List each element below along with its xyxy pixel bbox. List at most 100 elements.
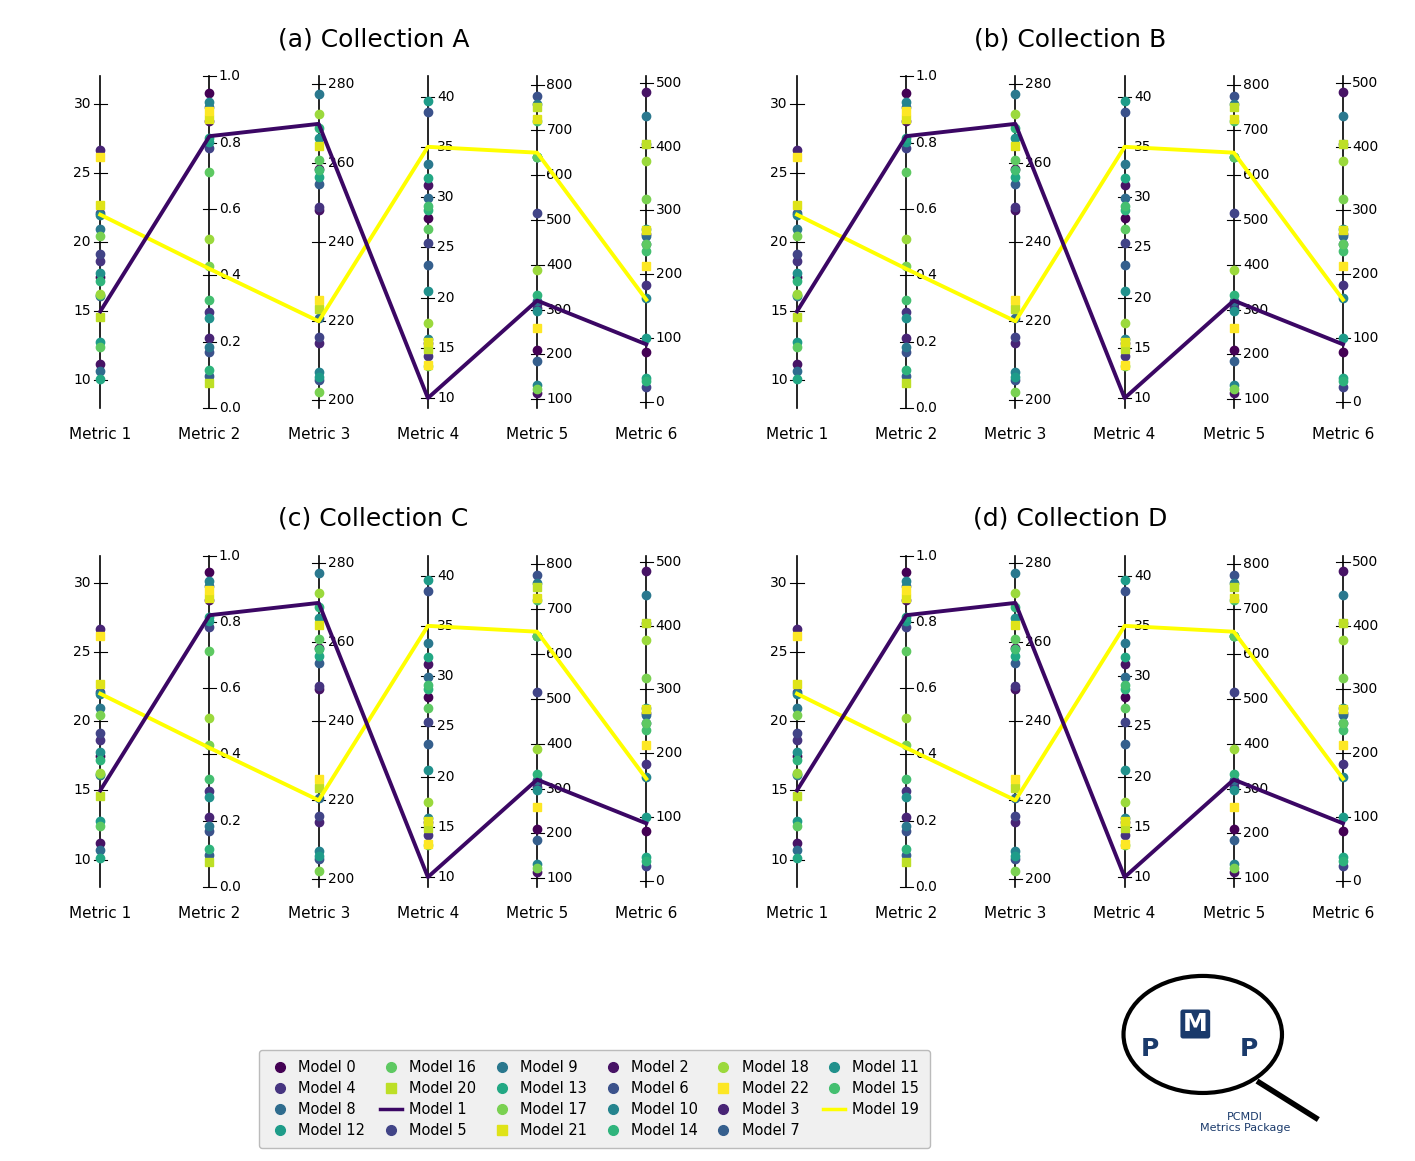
Text: 35: 35 — [1133, 619, 1152, 633]
Text: 100: 100 — [655, 810, 682, 824]
Text: 220: 220 — [1024, 793, 1051, 807]
Text: M: M — [1183, 1012, 1207, 1036]
Text: 1.0: 1.0 — [916, 70, 938, 84]
Text: 30: 30 — [770, 576, 788, 590]
Text: 0.2: 0.2 — [219, 334, 241, 348]
Text: 0: 0 — [1353, 395, 1361, 409]
Title: (a) Collection A: (a) Collection A — [277, 28, 468, 52]
Title: (d) Collection D: (d) Collection D — [974, 507, 1167, 531]
Text: 35: 35 — [437, 619, 454, 633]
Text: 200: 200 — [328, 872, 354, 886]
Text: Metric 6: Metric 6 — [1312, 906, 1374, 921]
Text: 200: 200 — [1024, 394, 1051, 408]
Text: P: P — [1240, 1037, 1258, 1061]
Text: 800: 800 — [1244, 557, 1269, 571]
Text: 10: 10 — [770, 374, 788, 388]
Text: 240: 240 — [1024, 236, 1051, 250]
Text: Metric 5: Metric 5 — [1203, 906, 1265, 921]
Text: 200: 200 — [546, 827, 573, 841]
Text: 40: 40 — [437, 569, 454, 583]
Text: 200: 200 — [1353, 267, 1378, 281]
Text: 30: 30 — [1133, 669, 1152, 683]
Text: 800: 800 — [546, 557, 573, 571]
Text: 0: 0 — [1353, 874, 1361, 888]
Text: Metric 2: Metric 2 — [178, 906, 241, 921]
Text: 20: 20 — [437, 770, 454, 784]
Text: 100: 100 — [1353, 331, 1378, 345]
Text: 700: 700 — [546, 123, 573, 137]
Text: 0.2: 0.2 — [916, 814, 937, 828]
Text: 500: 500 — [655, 75, 682, 89]
Text: 220: 220 — [1024, 315, 1051, 329]
Text: PCMDI
Metrics Package: PCMDI Metrics Package — [1200, 1112, 1290, 1133]
Text: 300: 300 — [1244, 781, 1269, 795]
Text: 1.0: 1.0 — [916, 548, 938, 563]
Text: 15: 15 — [770, 304, 788, 318]
Text: Metric 5: Metric 5 — [507, 906, 569, 921]
Text: 200: 200 — [328, 394, 354, 408]
Text: 400: 400 — [546, 258, 573, 272]
Text: 240: 240 — [328, 236, 354, 250]
Text: 500: 500 — [1244, 212, 1269, 226]
Text: 400: 400 — [1353, 619, 1378, 633]
Text: 30: 30 — [437, 190, 454, 204]
Text: 15: 15 — [437, 341, 454, 355]
Text: 1.0: 1.0 — [219, 70, 241, 84]
Text: 10: 10 — [74, 852, 91, 866]
Text: 0.8: 0.8 — [219, 615, 241, 629]
Text: 30: 30 — [770, 98, 788, 111]
Text: 20: 20 — [74, 714, 91, 728]
Text: P: P — [1140, 1037, 1159, 1061]
Text: 0.6: 0.6 — [916, 682, 938, 695]
Text: Metric 3: Metric 3 — [985, 906, 1047, 921]
Text: 0.0: 0.0 — [916, 880, 937, 894]
Text: 100: 100 — [1244, 871, 1269, 885]
Text: 10: 10 — [1133, 870, 1152, 885]
Text: 20: 20 — [770, 714, 788, 728]
Text: Metric 6: Metric 6 — [1312, 426, 1374, 441]
Text: 240: 240 — [328, 714, 354, 728]
Text: 25: 25 — [74, 646, 91, 659]
Text: 0.4: 0.4 — [916, 268, 937, 282]
Text: 100: 100 — [1244, 392, 1269, 406]
Text: 100: 100 — [655, 331, 682, 345]
Text: 400: 400 — [1353, 139, 1378, 153]
Text: 800: 800 — [546, 79, 573, 93]
Text: 260: 260 — [328, 157, 354, 171]
Text: 25: 25 — [437, 240, 454, 254]
Text: 600: 600 — [1244, 168, 1269, 182]
Text: 260: 260 — [1024, 157, 1051, 171]
Text: Metric 3: Metric 3 — [287, 426, 350, 441]
Text: Metric 4: Metric 4 — [396, 426, 458, 441]
Text: 500: 500 — [1353, 75, 1378, 89]
Text: 200: 200 — [1024, 872, 1051, 886]
Text: 0: 0 — [655, 395, 664, 409]
Text: 200: 200 — [655, 747, 682, 760]
Text: 0.8: 0.8 — [219, 136, 241, 150]
Text: Metric 2: Metric 2 — [874, 906, 937, 921]
Text: 500: 500 — [1244, 692, 1269, 706]
Text: Metric 2: Metric 2 — [874, 426, 937, 441]
Text: 15: 15 — [1133, 820, 1152, 834]
Text: 200: 200 — [1244, 827, 1269, 841]
Title: (b) Collection B: (b) Collection B — [974, 28, 1166, 52]
Text: 10: 10 — [437, 870, 454, 885]
Text: 100: 100 — [1353, 810, 1378, 824]
Text: 200: 200 — [1244, 347, 1269, 361]
Text: 20: 20 — [1133, 290, 1152, 304]
Text: 0.4: 0.4 — [916, 748, 937, 762]
Text: 300: 300 — [546, 303, 573, 317]
Text: Metric 1: Metric 1 — [69, 906, 132, 921]
Text: 1.0: 1.0 — [219, 548, 241, 563]
Text: Metric 5: Metric 5 — [1203, 426, 1265, 441]
Text: 30: 30 — [74, 576, 91, 590]
Text: 25: 25 — [770, 166, 788, 180]
Text: Metric 3: Metric 3 — [287, 906, 350, 921]
Text: Metric 1: Metric 1 — [69, 426, 132, 441]
Title: (c) Collection C: (c) Collection C — [279, 507, 468, 531]
Text: 300: 300 — [1353, 203, 1378, 217]
Text: 500: 500 — [655, 555, 682, 569]
Text: 0.0: 0.0 — [219, 880, 241, 894]
Text: Metric 4: Metric 4 — [1094, 426, 1156, 441]
Text: 30: 30 — [1133, 190, 1152, 204]
